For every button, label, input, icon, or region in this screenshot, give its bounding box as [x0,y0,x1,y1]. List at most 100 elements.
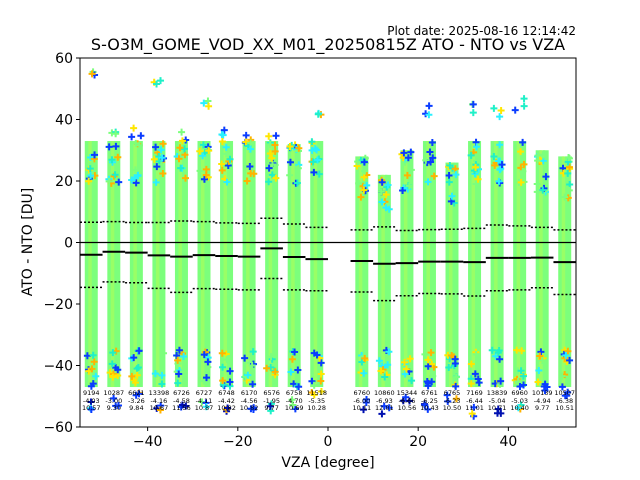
data-point [404,154,412,162]
data-point [130,124,138,132]
data-point [174,356,182,364]
bin-8-density-column [268,141,275,388]
data-point [517,148,525,156]
data-point [310,381,318,389]
bin-std-label: 9.30 [107,404,121,412]
data-point [520,102,528,110]
data-point [132,179,140,187]
bin-20-density-column [558,156,565,388]
chart-title: S-O3M_GOME_VOD_XX_M01_20250815Z ATO - NT… [91,35,565,55]
data-point [155,157,163,165]
bin-13-density-column [403,150,410,388]
y-tick-label: 0 [64,236,73,252]
bin-mean-label: -6.00 [353,397,370,405]
data-point [360,406,368,414]
data-point [317,388,325,396]
bin-count-label: 10287 [103,389,124,397]
bin-std-label: 10.43 [420,404,439,412]
x-tick-label: 40 [499,434,517,450]
bin-19-density-column [535,150,542,388]
data-point [399,187,407,195]
data-point [250,170,258,178]
data-point [220,126,228,134]
data-point [243,177,251,185]
bin-mean-label: -6.25 [421,397,438,405]
bin-9-density-column [294,144,301,388]
scatter-points [83,68,574,420]
bin-13-density-column [400,150,407,388]
data-point [90,358,98,366]
data-point [133,371,141,379]
bin-count-label: 6760 [354,389,371,397]
bin-1-density-column [110,141,117,388]
data-point [108,156,116,164]
bin-count-label: 10860 [374,389,395,397]
bin-6-density-column [227,141,234,388]
bin-mean-label: -4.56 [241,397,258,405]
bin-20-points [558,153,574,400]
data-point [178,137,186,145]
data-point [222,150,230,158]
data-point [424,405,432,413]
data-point [223,356,231,364]
bin-6-density-column [220,141,227,388]
data-point [378,198,386,206]
y-tick-label: 20 [55,174,73,190]
data-point [471,370,479,378]
data-point [272,132,280,140]
bin-18-density-column [520,141,527,388]
data-point [265,132,273,140]
data-point [315,170,323,178]
bin-13-density-column [407,150,414,388]
data-point [424,362,432,370]
data-point [408,377,416,385]
data-point [448,352,456,360]
bin-8-points [263,132,280,415]
data-point [226,378,234,386]
bin-std-label: 10.40 [510,404,529,412]
data-point [470,403,478,411]
data-point [467,380,475,388]
bin-14-density-column [426,141,433,388]
data-point [314,110,322,118]
data-point [362,398,370,406]
data-point [109,349,117,357]
data-point [242,131,250,139]
data-point [317,377,325,385]
data-point [511,106,519,114]
data-point [181,151,189,159]
data-point [268,171,276,179]
data-point [564,347,572,355]
data-point [558,383,566,391]
data-point [537,348,545,356]
bin-9-density-column [291,144,298,388]
data-point [92,372,100,380]
bin-17-density-column [497,141,504,388]
data-point [295,144,303,152]
data-point [428,360,436,368]
data-point [263,364,271,372]
data-point [452,395,460,403]
data-point [178,128,186,136]
data-point [295,383,303,391]
data-point [539,186,547,194]
data-point [558,372,566,380]
y-axis-label: ATO - NTO [DU] [20,188,36,296]
data-point [533,180,541,188]
bin-7-points [241,131,258,413]
bin-7-density-column [242,141,249,388]
data-point [267,353,275,361]
bin-3-points [150,77,168,414]
y-axis-ticks: −60 −40 −20 0 20 40 60 [43,51,80,436]
data-point [363,181,371,189]
data-point [218,166,226,174]
bin-std-label: 10.82 [217,404,236,412]
data-point [405,182,413,190]
data-point [131,166,139,174]
data-point [128,176,136,184]
data-point [565,163,573,171]
bin-11-density-column [358,156,365,388]
data-point [497,165,505,173]
bin-5-density-column [201,141,207,388]
data-point [313,351,321,359]
